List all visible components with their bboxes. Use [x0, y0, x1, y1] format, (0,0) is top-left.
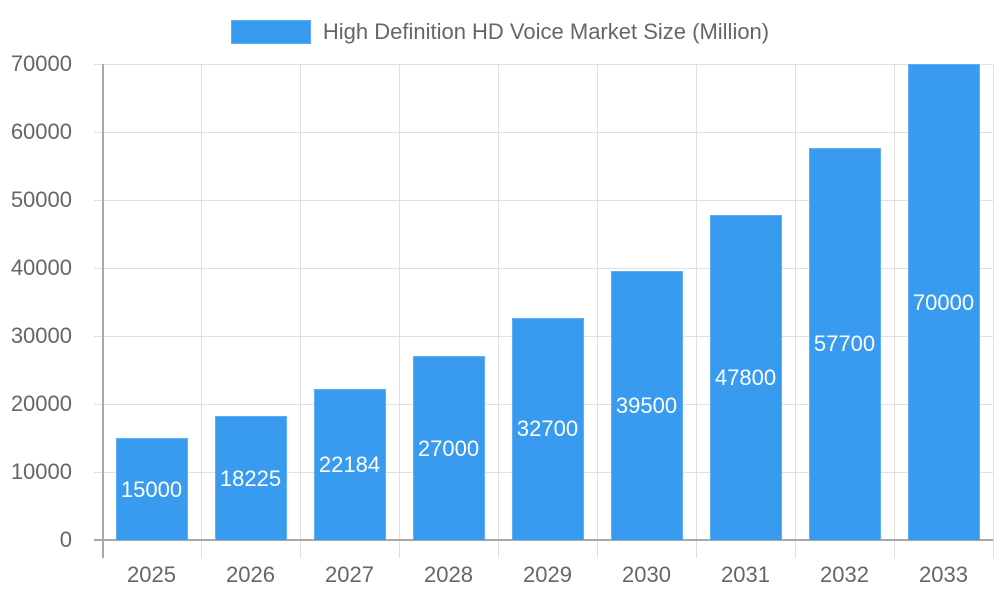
gridline-vertical — [993, 64, 994, 558]
legend-swatch[interactable] — [230, 20, 311, 44]
bar-2031[interactable]: 47800 — [709, 214, 782, 540]
gridline-vertical — [894, 64, 895, 558]
gridline-vertical — [201, 64, 202, 558]
bar-value-label: 70000 — [912, 289, 975, 315]
chart-legend: High Definition HD Voice Market Size (Mi… — [0, 19, 1000, 45]
gridline-vertical — [696, 64, 697, 558]
gridline-vertical — [498, 64, 499, 558]
bar-value-label: 32700 — [516, 416, 579, 442]
bar-value-label: 57700 — [813, 331, 876, 357]
x-tick-label: 2029 — [523, 562, 572, 587]
x-tick-label: 2033 — [919, 562, 968, 587]
bar-2027[interactable]: 22184 — [313, 389, 386, 540]
y-tick-label: 50000 — [10, 187, 72, 212]
x-tick-label: 2032 — [820, 562, 869, 587]
gridline-vertical — [795, 64, 796, 558]
plot-area: 0 10000 20000 30000 40000 50000 60000 70000 1500… — [11, 53, 994, 587]
bar-2033[interactable]: 70000 — [907, 64, 980, 540]
y-tick-label: 70000 — [10, 51, 72, 76]
gridline-horizontal — [94, 64, 993, 65]
y-tick-label: 40000 — [10, 255, 72, 280]
y-tick-label: 20000 — [10, 391, 72, 416]
bar-value-label: 18225 — [219, 465, 282, 491]
gridline-horizontal — [94, 200, 993, 201]
x-tick-label: 2031 — [721, 562, 770, 587]
y-axis-line — [102, 64, 104, 558]
bar-value-label: 22184 — [318, 452, 381, 478]
gridline-horizontal — [94, 268, 993, 269]
bar-2030[interactable]: 39500 — [610, 271, 683, 540]
gridline-vertical — [597, 64, 598, 558]
bar-2026[interactable]: 18225 — [214, 416, 287, 540]
bar-2029[interactable]: 32700 — [511, 317, 584, 540]
gridline-vertical — [300, 64, 301, 558]
gridline-horizontal — [94, 132, 993, 133]
bar-2028[interactable]: 27000 — [412, 356, 485, 540]
y-tick-label: 0 — [59, 527, 72, 552]
x-tick-label: 2026 — [226, 562, 275, 587]
x-tick-label: 2027 — [325, 562, 374, 587]
legend-label: High Definition HD Voice Market Size (Mi… — [322, 19, 770, 44]
x-tick-label: 2028 — [424, 562, 473, 587]
x-tick-label: 2025 — [127, 562, 176, 587]
gridline-vertical — [399, 64, 400, 558]
y-tick-label: 60000 — [10, 119, 72, 144]
y-tick-label: 10000 — [10, 459, 72, 484]
bar-value-label: 15000 — [120, 476, 183, 502]
bar-value-label: 39500 — [615, 393, 678, 419]
bar-2025[interactable]: 15000 — [115, 438, 188, 540]
bar-value-label: 27000 — [417, 435, 480, 461]
bar-value-label: 47800 — [714, 364, 777, 390]
x-tick-label: 2030 — [622, 562, 671, 587]
bar-2032[interactable]: 57700 — [808, 147, 881, 540]
x-axis-line — [94, 539, 993, 541]
y-tick-label: 30000 — [10, 323, 72, 348]
